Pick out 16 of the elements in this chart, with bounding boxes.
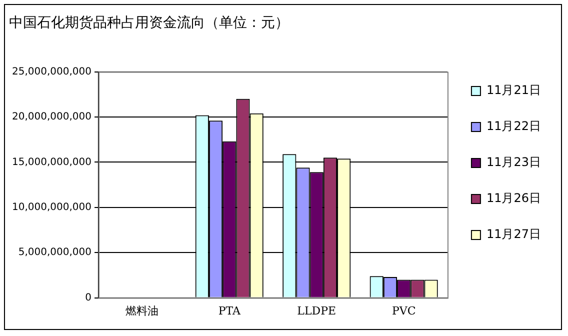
- x-tick-label: LLDPE: [297, 304, 336, 318]
- legend-label: 11月23日: [486, 155, 542, 170]
- y-tick-label: 10,000,000,000: [12, 202, 92, 213]
- x-tick-label: 燃料油: [126, 304, 159, 318]
- legend-label: 11月27日: [486, 227, 542, 242]
- chart-title: 中国石化期货品种占用资金流向（单位：元）: [9, 15, 289, 32]
- x-tick-label: PTA: [218, 304, 242, 318]
- y-tick-label: 0: [85, 292, 92, 304]
- legend-label: 11月26日: [486, 191, 542, 206]
- legend-label: 11月21日: [486, 83, 542, 98]
- y-tick-label: 15,000,000,000: [12, 156, 92, 168]
- y-tick-label: 5,000,000,000: [18, 247, 92, 258]
- legend-label: 11月22日: [486, 119, 542, 134]
- y-tick-label: 20,000,000,000: [12, 112, 92, 123]
- x-tick-label: PVC: [392, 304, 416, 318]
- y-tick-label: 25,000,000,000: [12, 66, 92, 78]
